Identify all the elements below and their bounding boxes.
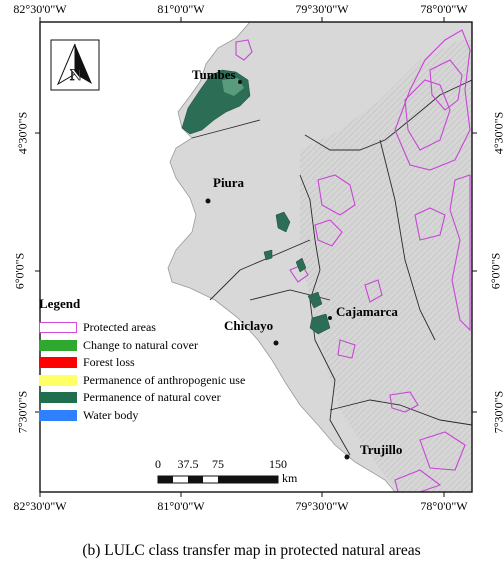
scale-bar <box>157 475 279 484</box>
lat-label-left-3: 7°30'0"S <box>1 391 35 434</box>
legend-swatch <box>39 409 77 421</box>
lon-label-top-3: 79°30'0"W <box>295 2 349 16</box>
relief-shading <box>300 40 472 492</box>
place-label-cajamarca: Cajamarca <box>336 304 398 319</box>
legend-swatch <box>39 322 77 334</box>
legend-swatch <box>39 339 77 351</box>
legend-label: Water body <box>83 407 139 422</box>
lat-label-right-2: 6°0'0"S <box>477 253 502 290</box>
lat-label-left-2: 6°0'0"S <box>1 253 35 290</box>
lat-text: 6°0'0"S <box>488 252 503 290</box>
map-frame <box>39 21 473 493</box>
legend-item-anthropogenic-use: Permanence of anthropogenic use <box>39 372 289 390</box>
lat-text: 7°30'0"S <box>491 390 503 434</box>
scale-tick-0: 0 <box>155 457 161 471</box>
scale-tick-1: 37.5 <box>177 457 199 471</box>
lon-label-top-4: 78°0'0"W <box>420 2 468 16</box>
scale-tick-2: 75 <box>212 457 224 471</box>
lon-label-bottom-1: 82°30'0"W <box>13 499 67 513</box>
lat-label-right-1: 4°30'0"S <box>477 112 503 155</box>
north-arrow-letter: N <box>70 67 82 84</box>
place-label-trujillo: Trujillo <box>360 442 403 457</box>
legend-label: Permanence of anthropogenic use <box>83 372 246 387</box>
legend-title: Legend <box>39 296 81 311</box>
legend-item-water-body: Water body <box>39 407 289 425</box>
lat-text: 4°30'0"S <box>15 111 30 155</box>
lat-text: 7°30'0"S <box>15 390 30 434</box>
lon-label-top-2: 81°0'0"W <box>157 2 205 16</box>
scale-tick-3: 150 <box>269 457 287 471</box>
city-markers <box>205 80 350 460</box>
legend-swatch <box>39 392 77 404</box>
legend-label: Permanence of natural cover <box>83 390 221 405</box>
scale-unit: km <box>282 471 298 485</box>
place-label-chiclayo: Chiclayo <box>224 318 274 333</box>
north-arrow-icon <box>50 39 100 91</box>
legend-item-natural-cover: Permanence of natural cover <box>39 389 289 407</box>
lat-text: 6°0'0"S <box>12 252 27 290</box>
lat-text: 4°30'0"S <box>491 111 503 155</box>
legend-item-change-to-natural-cover: Change to natural cover <box>39 337 289 355</box>
lon-label-bottom-2: 81°0'0"W <box>157 499 205 513</box>
place-label-tumbes: Tumbes <box>192 67 236 82</box>
legend-swatch <box>39 374 77 386</box>
legend-item-forest-loss: Forest loss <box>39 354 289 372</box>
legend-label: Forest loss <box>83 355 135 370</box>
lat-label-left-1: 4°30'0"S <box>1 112 35 155</box>
lon-label-bottom-4: 78°0'0"W <box>420 499 468 513</box>
department-boundaries <box>191 79 473 456</box>
legend-item-protected-areas: Protected areas <box>39 319 289 337</box>
legend-label: Protected areas <box>83 320 156 335</box>
figure-caption: (b) LULC class transfer map in protected… <box>82 542 421 559</box>
legend-swatch <box>39 357 77 369</box>
lat-label-right-3: 7°30'0"S <box>477 391 503 434</box>
lon-label-top-1: 82°30'0"W <box>13 2 67 16</box>
lon-label-bottom-3: 79°30'0"W <box>295 499 349 513</box>
legend-label: Change to natural cover <box>83 337 198 352</box>
scale-bar-labels: 0 37.5 75 150 <box>150 457 300 471</box>
legend: Legend Protected areas Change to natural… <box>39 296 289 424</box>
place-label-piura: Piura <box>213 175 245 190</box>
